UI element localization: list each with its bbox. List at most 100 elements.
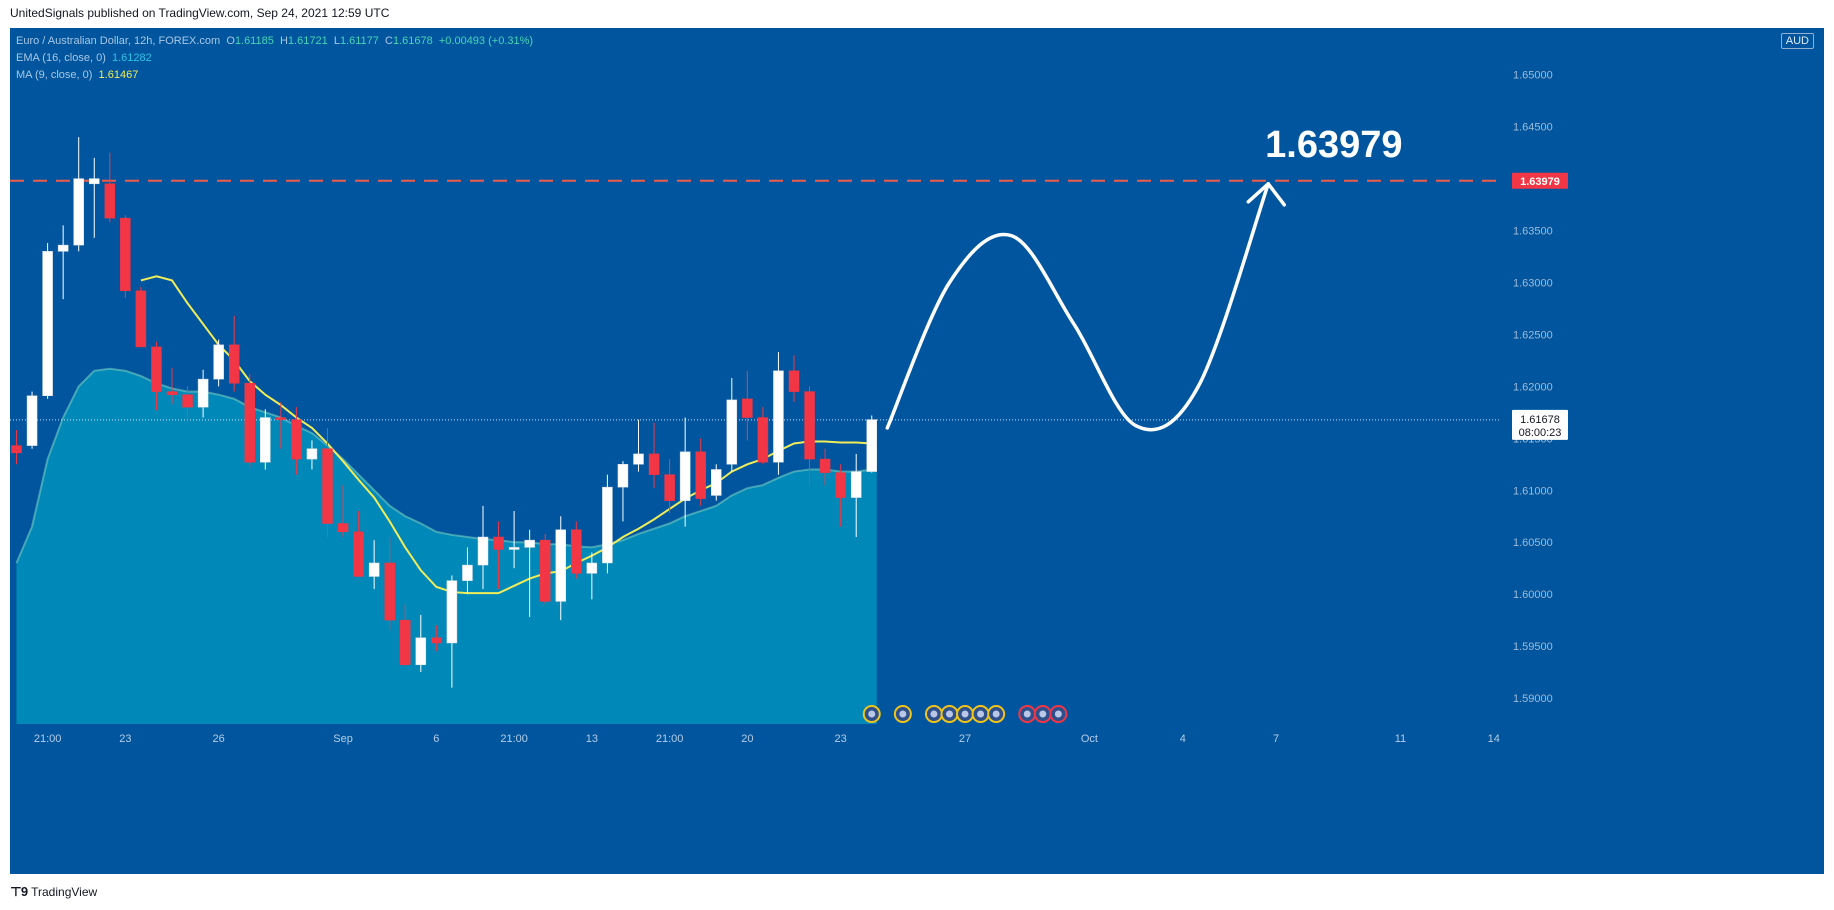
candle-body <box>322 448 333 524</box>
projection-curve <box>885 182 1271 432</box>
legend-ema-label: EMA (16, close, 0) <box>16 52 106 64</box>
time-axis-band <box>10 724 1824 874</box>
candle-body <box>664 474 675 501</box>
legend-ema-row[interactable]: EMA (16, close, 0) 1.61282 <box>16 50 533 67</box>
candle-body <box>306 448 318 460</box>
candle-body <box>337 523 349 533</box>
target-text: 1.63979 <box>1265 124 1402 166</box>
candle-body <box>757 417 769 463</box>
x-tick-label: 21:00 <box>34 733 62 745</box>
candle-body <box>73 178 84 246</box>
candle-body <box>197 378 209 408</box>
y-tick-label: 1.60500 <box>1513 537 1553 549</box>
candle-body <box>617 464 629 488</box>
currency-badge[interactable]: AUD <box>1780 33 1814 49</box>
y-tick-label: 1.62500 <box>1513 329 1553 341</box>
candle-body <box>493 536 504 550</box>
x-tick-label: Sep <box>333 733 353 745</box>
candle-body <box>633 453 644 465</box>
x-tick-label: 21:00 <box>656 733 684 745</box>
ema-area-layer <box>16 368 877 724</box>
ema-area <box>16 368 877 724</box>
x-tick-label: 6 <box>433 733 439 745</box>
footer-brand[interactable]: TradingView <box>31 885 98 899</box>
candle-body <box>819 458 831 473</box>
flag-icon <box>899 710 907 718</box>
y-tick-label: 1.59000 <box>1513 693 1553 705</box>
x-tick-label: 21:00 <box>500 733 528 745</box>
candle-body <box>11 445 22 454</box>
y-tick-label: 1.62000 <box>1513 381 1553 393</box>
projection-arrowhead <box>1246 182 1287 207</box>
x-tick-label: 13 <box>586 733 598 745</box>
event-marker[interactable] <box>1033 705 1052 723</box>
x-tick-label: 23 <box>835 733 847 745</box>
event-marker[interactable] <box>893 705 912 723</box>
candle-body <box>835 472 846 498</box>
flag-icon <box>961 710 969 718</box>
candle-body <box>104 183 116 219</box>
event-marker[interactable] <box>940 705 959 723</box>
y-tick-label: 1.60000 <box>1513 589 1553 601</box>
flag-icon <box>992 710 1000 718</box>
x-tick-label: 20 <box>741 733 753 745</box>
chart-frame[interactable]: 1.590001.595001.600001.605001.610001.615… <box>10 28 1824 874</box>
event-marker[interactable] <box>862 705 881 723</box>
candle-body <box>182 394 193 408</box>
event-marker[interactable] <box>1018 705 1037 723</box>
legend-ma-value: 1.61467 <box>98 69 139 81</box>
candle-body <box>431 637 442 644</box>
candle-body <box>368 562 380 577</box>
event-markers[interactable] <box>862 705 1068 723</box>
legend-ma-row[interactable]: MA (9, close, 0) 1.61467 <box>16 67 533 84</box>
flag-icon <box>946 710 953 718</box>
candle-body <box>400 619 411 666</box>
y-tick-label: 1.65000 <box>1513 70 1553 82</box>
tradingview-logo-icon[interactable]: ⊤9 <box>10 884 28 899</box>
y-tick-label: 1.64500 <box>1513 122 1553 134</box>
footer: ⊤9 TradingView <box>10 884 97 900</box>
candle-body <box>26 395 38 446</box>
event-marker[interactable] <box>924 705 943 723</box>
candle-body <box>228 344 240 384</box>
y-tick-label: 1.61000 <box>1513 485 1553 497</box>
time-axis: 21:00 23 26 Sep 6 21:00 13 21:00 20 23 27 Oct 4 7 11 14 <box>10 724 1824 874</box>
candle-body <box>244 383 255 463</box>
candle-body <box>742 398 753 418</box>
candle-body <box>120 217 131 292</box>
event-marker[interactable] <box>971 705 990 723</box>
candle-body <box>477 536 489 566</box>
event-marker[interactable] <box>1049 705 1068 723</box>
publication-header: UnitedSignals published on TradingView.c… <box>10 6 390 20</box>
target-price-badge <box>1512 172 1568 189</box>
flag-icon <box>1023 710 1031 718</box>
event-marker[interactable] <box>956 705 975 723</box>
legend-change: +0.00493 (+0.31%) <box>438 35 534 47</box>
candle-body <box>711 469 722 496</box>
event-marker[interactable] <box>987 705 1006 723</box>
current-price-badge-text: 1.61678 <box>1520 414 1560 426</box>
candle-body <box>648 453 660 475</box>
candle-body <box>275 417 287 420</box>
projection-layer: 1.63979 <box>885 124 1403 432</box>
candle-body <box>353 531 364 577</box>
x-tick-label: 7 <box>1273 733 1279 745</box>
target-price-badge-text: 1.63979 <box>1520 176 1560 188</box>
candle-body <box>260 417 271 463</box>
candle-body <box>539 539 551 602</box>
candle-body <box>850 471 862 498</box>
candle-body <box>726 399 738 465</box>
y-tick-label: 1.59500 <box>1513 641 1553 653</box>
legend-ma-label: MA (9, close, 0) <box>16 69 93 81</box>
candle-body <box>866 419 877 472</box>
candle-body <box>166 391 178 395</box>
candle-body <box>679 451 691 501</box>
x-tick-label: 11 <box>1395 733 1406 745</box>
candle-body <box>462 564 473 581</box>
candle-body <box>508 547 520 550</box>
candle-body <box>291 419 302 460</box>
price-chart[interactable]: 1.590001.595001.600001.605001.610001.615… <box>10 28 1824 874</box>
candle-body <box>788 370 800 392</box>
x-tick-label: 26 <box>213 733 225 745</box>
x-tick-label: 14 <box>1488 733 1500 745</box>
